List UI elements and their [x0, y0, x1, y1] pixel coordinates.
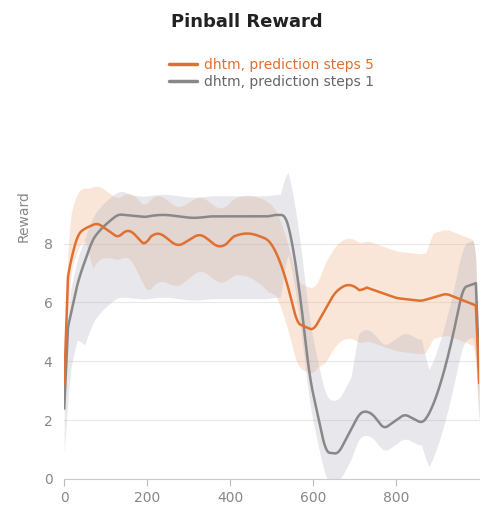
Text: Pinball Reward: Pinball Reward — [171, 13, 323, 31]
Y-axis label: Reward: Reward — [17, 190, 31, 243]
Legend: dhtm, prediction steps 5, dhtm, prediction steps 1: dhtm, prediction steps 5, dhtm, predicti… — [164, 52, 379, 95]
